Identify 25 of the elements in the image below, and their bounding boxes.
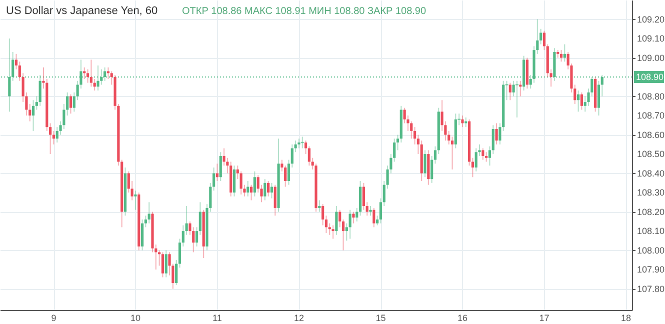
y-tick-label: 109.20 [637, 14, 665, 24]
y-tick-label: 108.70 [637, 110, 665, 121]
x-tick-label: 10 [130, 313, 140, 323]
chart-title: US Dollar vs Japanese Yen, 60 [6, 5, 158, 17]
x-tick-label: 17 [539, 313, 550, 323]
y-tick-label: 108.20 [637, 206, 665, 217]
x-tick-label: 12 [294, 313, 304, 323]
y-tick-label: 108.60 [637, 130, 665, 140]
y-tick-label: 107.90 [637, 264, 665, 275]
y-tick-label: 108.80 [637, 91, 665, 102]
y-tick-label: 108.50 [637, 149, 665, 160]
y-tick-label: 108.10 [637, 226, 665, 236]
x-tick-label: 9 [51, 313, 56, 323]
ref-line-label: 108.90 [636, 72, 664, 82]
y-tick-label: 108.40 [637, 168, 665, 178]
text: ОТКР 108.86 МАКС 108.91 МИН 108.80 ЗАКР 108.90 [182, 6, 426, 17]
y-tick-label: 109.00 [637, 52, 665, 63]
x-tick-label: 18 [620, 313, 631, 323]
y-tick-label: 107.80 [637, 284, 665, 294]
x-tick-label: 15 [376, 313, 386, 323]
y-tick-label: 108.00 [637, 245, 665, 256]
y-tick-label: 109.10 [637, 34, 665, 44]
y-tick-label: 108.30 [637, 188, 665, 198]
x-tick-label: 11 [212, 313, 222, 323]
x-tick-label: 16 [457, 313, 468, 323]
